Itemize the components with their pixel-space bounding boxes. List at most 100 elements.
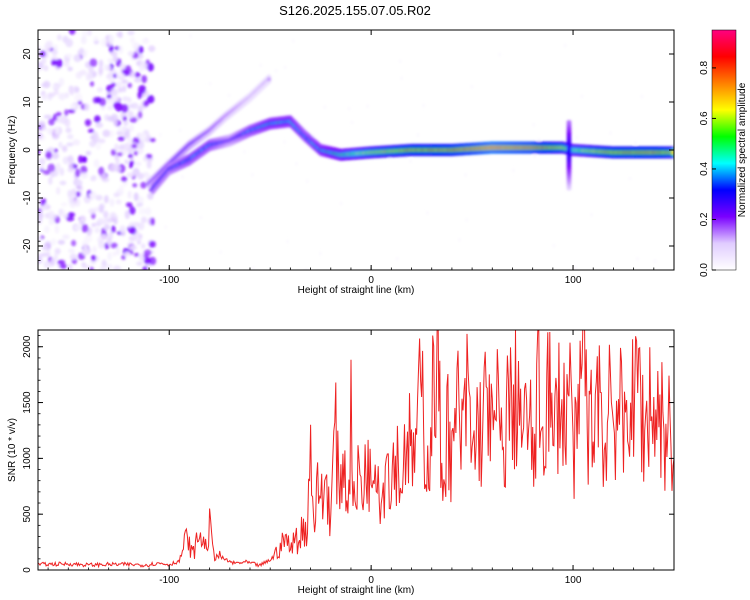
noise-cell [74,224,82,231]
noise-cell [123,70,131,76]
snr-y-label: SNR (10 * v/v) [7,418,18,482]
noise-cell [219,250,223,255]
noise-cell [69,88,75,96]
noise-cell [87,30,92,37]
noise-cell [106,236,113,246]
noise-cell [141,75,148,84]
noise-cell [98,204,105,214]
noise-cell [400,76,404,81]
noise-cell [118,87,123,93]
noise-cell [121,176,128,183]
snr-frame [37,329,675,571]
spike-cell [566,169,572,174]
noise-cell [563,43,567,48]
spike-cell [566,186,572,191]
noise-cell [74,86,80,93]
noise-cell [532,122,536,127]
noise-cell [67,109,76,114]
noise-cell [60,202,68,207]
noise-cell [48,210,55,219]
noise-cell [635,256,639,261]
noise-cell [125,202,133,208]
noise-cell [113,192,120,198]
noise-cell [127,110,134,119]
noise-cell [93,159,100,168]
noise-cell [41,252,50,257]
noise-cell [88,193,95,199]
noise-cell [74,95,82,101]
noise-cell [85,150,92,156]
y-tick-label: -20 [22,238,33,253]
snr-background [38,330,674,570]
noise-cell [118,31,123,39]
noise-cell [124,159,129,165]
noise-cell [64,92,70,99]
noise-cell [143,156,148,162]
noise-cell [53,125,60,135]
noise-cell [80,172,88,179]
noise-cell [138,132,147,141]
noise-cell [38,149,41,155]
noise-cell [92,71,97,77]
noise-cell [57,239,66,245]
noise-cell [121,126,128,132]
noise-cell [42,169,51,175]
noise-cell [67,66,73,72]
noise-cell [93,36,99,42]
noise-cell [128,161,134,169]
noise-cell [511,168,515,173]
noise-cell [129,117,138,123]
noise-cell [65,127,72,134]
noise-cell [129,206,136,215]
noise-cell [121,79,129,84]
noise-cell [43,114,52,119]
noise-cell [46,127,54,135]
spike-cell [566,160,572,165]
noise-cell [137,172,145,180]
noise-cell [51,59,57,66]
noise-cell [133,252,140,257]
noise-cell [45,40,53,49]
noise-cell [189,34,193,39]
colorbar-ticks: 0.0 0.2 0.4 0.6 0.8 [699,61,716,277]
noise-cell [142,266,148,270]
colorbar-scale [711,29,737,271]
noise-cell [134,161,142,167]
noise-cell [75,191,81,198]
noise-cell [108,34,115,44]
noise-cell [97,218,104,226]
noise-cell [61,145,68,153]
noise-cell [94,227,100,234]
noise-cell [124,251,131,258]
noise-cell [75,185,83,190]
noise-cell [95,141,102,151]
noise-cell [93,115,101,123]
noise-cell [116,130,124,136]
spike-cell [566,143,572,148]
noise-cell [89,266,94,270]
noise-cell [294,161,298,166]
noise-cell [81,30,89,37]
noise-cell [102,129,111,138]
noise-cell [53,253,59,261]
noise-cell [347,106,351,111]
noise-cell [227,93,231,98]
noise-cell [150,217,155,226]
noise-cell [89,81,95,87]
noise-cell [52,116,58,121]
noise-cell [110,50,118,57]
noise-cell [147,192,154,200]
noise-cell [59,262,66,269]
noise-cell [165,157,169,162]
noise-cell [143,101,149,107]
noise-cell [92,246,97,253]
noise-cell [110,69,117,74]
noise-cell [65,53,73,58]
noise-cell [103,64,108,71]
noise-cell [634,140,638,145]
noise-cell [108,77,115,83]
noise-cell [127,190,132,199]
colorbar-tick-label: 0.0 [699,263,710,277]
noise-cell [145,154,153,159]
snr-y-ticks: 0 500 1000 1500 2000 [22,335,674,573]
